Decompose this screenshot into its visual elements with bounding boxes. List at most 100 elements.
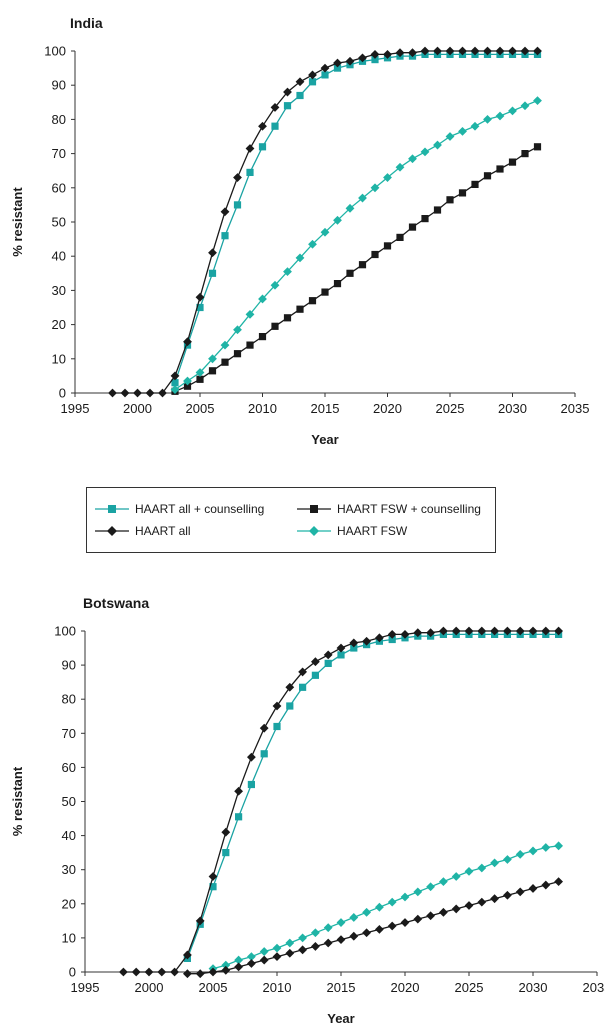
chart-india-series-haart-all-counselling-point (371, 56, 379, 64)
chart-india-series-haart-all-point (395, 48, 405, 58)
chart-botswana-series-haart-fsw-point (234, 955, 243, 965)
chart-india-series-haart-fsw-counselling-point (321, 288, 329, 296)
chart-botswana-series-haart-fsw-counselling-point (311, 942, 320, 951)
chart-botswana-y-tick-label: 0 (69, 965, 76, 980)
chart-botswana-series-haart-all-point (375, 633, 384, 643)
chart-india-series-haart-all-counselling-point (208, 269, 217, 277)
chart-india-series-haart-fsw-counselling-point (308, 297, 317, 305)
chart-india-series-haart-fsw-counselling-point (533, 143, 542, 151)
chart-india-series-haart-all-point (420, 46, 430, 56)
chart-botswana-series-haart-all-counselling-point (286, 702, 294, 710)
chart-india-series-haart-fsw-counselling-point (346, 269, 354, 277)
chart-botswana-series-haart-fsw-point (336, 918, 346, 927)
chart-botswana-series-haart-fsw-counselling-point (221, 965, 231, 975)
chart-india-series-haart-fsw-counselling-line (174, 146, 538, 392)
chart-botswana-series-haart-fsw-counselling-point (515, 887, 525, 897)
legend-item-haart-all: HAART all (95, 521, 191, 541)
chart-botswana-series-haart-fsw-point (528, 846, 538, 856)
chart-india-series-haart-all-point (283, 87, 292, 97)
legend-swatch-haart-all-counselling (95, 505, 129, 513)
chart-botswana-series-haart-all-point (515, 626, 525, 636)
chart-botswana-y-tick-label: 50 (62, 794, 76, 809)
chart-india-series-haart-all-point (520, 46, 530, 56)
chart-india-series-haart-all-point (158, 388, 167, 398)
legend-label: HAART FSW (337, 524, 408, 538)
chart-india-series-haart-all-point (433, 46, 442, 56)
chart-india-series-haart-fsw-point (295, 253, 305, 263)
chart-botswana-series-haart-fsw-point (387, 897, 397, 907)
chart-botswana-series-haart-fsw-counselling-point (183, 969, 192, 979)
legend: HAART all + counselling HAART FSW + coun… (86, 487, 496, 553)
chart-botswana-x-tick-label: 2005 (199, 980, 228, 995)
chart-botswana-y-tick-label: 100 (54, 624, 76, 639)
chart-india-series-haart-fsw-counselling-point (383, 242, 392, 250)
chart-india-series-haart-all-counselling-point (321, 71, 329, 79)
chart-india-series-haart-all-counselling-point (271, 122, 279, 130)
chart-india-series-haart-fsw-point (508, 106, 517, 116)
chart-botswana-series-haart-all-point (451, 626, 461, 636)
chart-india-y-tick-label: 100 (44, 44, 66, 59)
chart-botswana-series-haart-all-counselling-point (222, 849, 230, 857)
chart-botswana-series-haart-fsw-counselling-line (187, 880, 559, 975)
chart-botswana-series-haart-all-point (221, 827, 231, 837)
chart-india-y-tick-label: 60 (52, 180, 66, 195)
chart-india-series-haart-all-point (295, 77, 305, 87)
chart-botswana-series-haart-fsw-point (259, 947, 269, 956)
chart-botswana-series-haart-all-counselling-point (299, 683, 307, 691)
chart-botswana-series-haart-all-counselling-point (350, 644, 358, 652)
chart-india-series-haart-fsw-point (320, 227, 330, 237)
chart-botswana-series-haart-fsw-point (247, 952, 256, 962)
chart-india-y-tick-label: 10 (52, 351, 66, 366)
chart-botswana-series-haart-fsw-counselling-point (413, 914, 423, 924)
chart-india-x-tick-label: 2025 (436, 401, 465, 416)
chart-india-series-haart-fsw-point (283, 267, 292, 276)
chart-india-x-tick-label: 2000 (123, 401, 152, 416)
chart-botswana-series-haart-fsw-point (375, 902, 384, 912)
chart-botswana-series-haart-fsw-point (515, 849, 525, 859)
chart-botswana-y-tick-label: 70 (62, 726, 76, 741)
chart-india-series-haart-all-point (145, 388, 155, 398)
chart-botswana-x-tick-label: 2025 (455, 980, 484, 995)
chart-botswana-series-haart-all-point (323, 650, 333, 660)
chart-india-series-haart-all-point (408, 48, 417, 58)
chart-india-y-tick-label: 40 (52, 249, 66, 264)
chart-botswana-y-tick-label: 60 (62, 760, 76, 775)
chart-botswana-series-haart-fsw-point (298, 933, 307, 943)
chart-india-series-haart-fsw-counselling-point (208, 367, 217, 375)
chart-india-series-haart-all-point (133, 388, 142, 398)
chart-india-series-haart-all-point (458, 46, 467, 56)
chart-botswana-series-haart-fsw-point (439, 877, 448, 887)
chart-india-series-haart-fsw-point (520, 101, 530, 111)
chart-botswana-series-haart-fsw-counselling-point (554, 877, 563, 887)
chart-india-x-tick-label: 2010 (248, 401, 277, 416)
chart-india-x-tick-label: 2005 (186, 401, 215, 416)
chart-botswana-series-haart-all-point (285, 682, 295, 692)
chart-botswana-series-haart-fsw-counselling-point (477, 897, 487, 907)
chart-india-series-haart-fsw-point (383, 173, 392, 182)
chart-india-series-haart-fsw-point (345, 203, 355, 213)
chart-india-series-haart-all-point (345, 56, 355, 66)
chart-botswana-series-haart-fsw-point (323, 923, 333, 933)
chart-botswana-series-haart-fsw-point (464, 867, 474, 876)
chart-india-series-haart-all-point (208, 248, 217, 258)
legend-swatch-haart-fsw-counselling (297, 505, 331, 513)
chart-botswana-x-axis-label: Year (327, 1011, 354, 1026)
chart-botswana-series-haart-all-point (311, 657, 320, 667)
chart-india-series-haart-fsw-counselling-point (246, 341, 254, 349)
chart-botswana-y-tick-label: 40 (62, 828, 76, 843)
chart-india-series-haart-all-counselling-point (283, 102, 292, 110)
chart-india-y-tick-label: 50 (52, 215, 66, 230)
chart-india-series-haart-fsw-point (420, 147, 430, 157)
chart-botswana-series-haart-all-point (131, 967, 141, 977)
chart-india-series-haart-fsw-counselling-point (471, 180, 479, 188)
chart-india-series-haart-fsw-counselling-point (233, 350, 242, 358)
chart-botswana-series-haart-all-point (439, 626, 448, 636)
chart-india-series-haart-all-point (170, 371, 180, 381)
chart-india-series-haart-fsw-point (495, 111, 505, 121)
chart-india-series-haart-fsw-counselling-point (271, 322, 279, 330)
chart-india-series-haart-all-point (258, 121, 267, 131)
chart-india-series-haart-fsw-counselling-point (371, 250, 379, 259)
